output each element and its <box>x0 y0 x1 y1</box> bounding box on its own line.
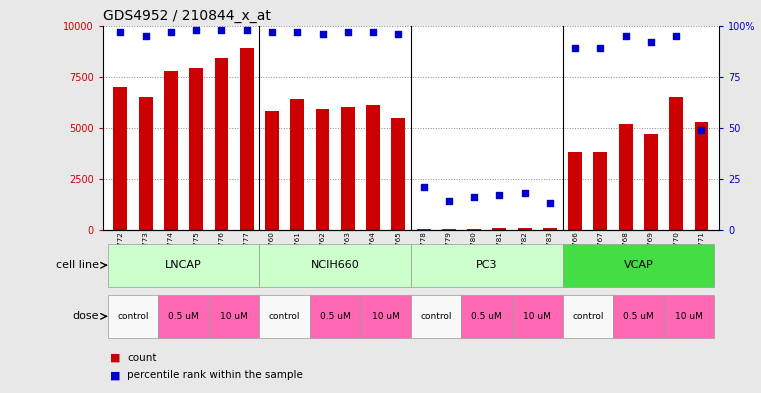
Text: control: control <box>572 312 603 321</box>
Bar <box>411 244 562 287</box>
Bar <box>265 111 279 230</box>
Point <box>114 29 126 35</box>
Bar <box>695 121 708 230</box>
Text: NCIH660: NCIH660 <box>310 260 359 270</box>
Bar <box>568 152 582 230</box>
Point <box>418 184 430 190</box>
Bar <box>189 68 203 230</box>
Text: 0.5 uM: 0.5 uM <box>623 312 654 321</box>
Text: PC3: PC3 <box>476 260 498 270</box>
Bar <box>290 99 304 230</box>
Point <box>569 45 581 51</box>
Point <box>392 31 404 37</box>
Text: control: control <box>421 312 452 321</box>
Bar <box>512 295 562 338</box>
Text: 0.5 uM: 0.5 uM <box>471 312 502 321</box>
Bar <box>108 295 158 338</box>
Point <box>544 200 556 206</box>
Text: percentile rank within the sample: percentile rank within the sample <box>127 370 303 380</box>
Bar <box>492 228 506 230</box>
Bar <box>416 229 431 230</box>
Text: 10 uM: 10 uM <box>524 312 551 321</box>
Bar <box>158 295 209 338</box>
Text: count: count <box>127 353 157 363</box>
Text: LNCAP: LNCAP <box>165 260 202 270</box>
Point <box>367 29 379 35</box>
Bar <box>316 109 330 230</box>
Point <box>266 29 278 35</box>
Bar <box>543 228 557 230</box>
Bar <box>562 295 613 338</box>
Bar <box>644 134 658 230</box>
Text: control: control <box>269 312 301 321</box>
Point <box>190 26 202 33</box>
Bar <box>366 105 380 230</box>
Text: VCAP: VCAP <box>623 260 653 270</box>
Bar <box>260 295 310 338</box>
Point <box>215 26 228 33</box>
Point <box>291 29 304 35</box>
Bar <box>664 295 714 338</box>
Text: GDS4952 / 210844_x_at: GDS4952 / 210844_x_at <box>103 9 271 23</box>
Text: 0.5 uM: 0.5 uM <box>320 312 351 321</box>
Point <box>619 33 632 39</box>
Bar <box>562 244 714 287</box>
Point <box>139 33 151 39</box>
Point <box>468 194 480 200</box>
Point <box>670 33 683 39</box>
Bar <box>361 295 411 338</box>
Bar <box>594 152 607 230</box>
Point <box>518 190 530 196</box>
Bar <box>260 244 411 287</box>
Point <box>645 39 657 45</box>
Point <box>317 31 329 37</box>
Point <box>240 26 253 33</box>
Text: ■: ■ <box>110 353 121 363</box>
Bar <box>613 295 664 338</box>
Bar <box>139 97 153 230</box>
Bar <box>619 124 632 230</box>
Text: dose: dose <box>72 311 99 321</box>
Bar <box>411 295 461 338</box>
Text: 10 uM: 10 uM <box>675 312 702 321</box>
Bar <box>108 244 260 287</box>
Text: control: control <box>117 312 149 321</box>
Bar <box>164 70 178 230</box>
Point <box>342 29 354 35</box>
Bar <box>669 97 683 230</box>
Text: 0.5 uM: 0.5 uM <box>168 312 199 321</box>
Bar <box>113 87 127 230</box>
Text: 10 uM: 10 uM <box>371 312 400 321</box>
Bar <box>461 295 512 338</box>
Point <box>165 29 177 35</box>
Text: 10 uM: 10 uM <box>220 312 248 321</box>
Bar <box>517 228 532 230</box>
Bar <box>341 107 355 230</box>
Bar <box>215 58 228 230</box>
Text: ■: ■ <box>110 370 121 380</box>
Bar <box>240 48 253 230</box>
Bar <box>391 118 406 230</box>
Bar <box>310 295 361 338</box>
Bar <box>467 229 481 230</box>
Point <box>696 127 708 133</box>
Text: cell line: cell line <box>56 260 99 270</box>
Point <box>493 192 505 198</box>
Bar <box>209 295 260 338</box>
Point <box>594 45 607 51</box>
Bar <box>442 229 456 230</box>
Point <box>443 198 455 204</box>
